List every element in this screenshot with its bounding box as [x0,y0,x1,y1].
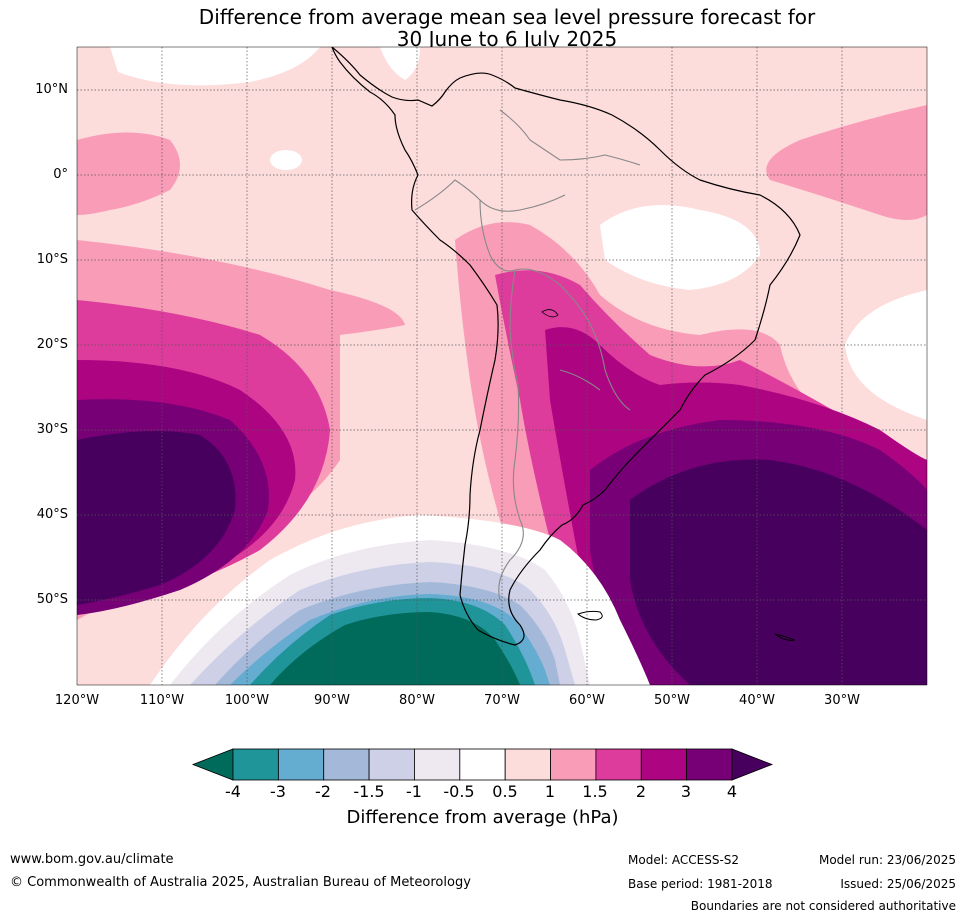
lat-label: 20°S [36,337,68,352]
colorbar-cell [595,748,642,781]
lon-label: 40°W [739,693,775,708]
lon-label: 90°W [314,693,350,708]
lon-label: 110°W [139,693,185,708]
footer-model-run: Model run: 23/06/2025 [818,853,956,867]
colorbar-cell [640,748,688,781]
anomaly-region-white-atlantic [845,290,927,420]
colorbar-label: Difference from average (hPa) [346,807,619,828]
lon-label: 60°W [569,693,605,708]
anomaly-region-above-4-west [77,431,236,605]
anomaly-region-white-caribbean [380,47,420,80]
colorbar-tick: 1 [544,782,556,801]
footer-base-period: Base period: 1981-2018 [628,877,773,891]
lat-label: 30°S [36,422,68,437]
colorbar-cell [323,748,370,781]
falkland-islands [577,610,603,621]
lat-label: 0° [53,167,68,182]
footer-copyright: © Commonwealth of Australia 2025, Austra… [10,875,471,890]
colorbar-tick: 3 [680,782,692,801]
colorbar-tick: -3 [270,782,286,801]
colorbar-cell [414,748,461,781]
colorbar-tick: 4 [726,782,738,801]
colorbar-cell [277,748,325,781]
anomaly-region-white-brazil [600,205,760,290]
colorbar-tick: -1.5 [353,782,385,801]
map-title-line-1: Difference from average mean sea level p… [198,5,816,29]
colorbar-cell [550,748,597,781]
south-america-coastline [331,47,801,646]
colorbar-cell [232,748,279,781]
lon-label: 50°W [654,693,690,708]
colorbar-cell [368,748,415,781]
anomaly-region-neg-4 [270,612,520,685]
lon-label: 80°W [399,693,435,708]
lon-label: 100°W [224,693,270,708]
colorbar-extend-low [191,748,234,781]
south-georgia [774,633,796,641]
anomaly-region-1-1.5-equatorial [77,132,180,215]
colorbar-cell [504,748,551,781]
colorbar-extend-high [731,748,774,781]
anomaly-region-white-north [110,47,320,86]
footer-disclaimer: Boundaries are not considered authoritat… [690,899,956,913]
anomaly-region-above-4-atlantic [630,459,927,685]
colorbar-tick: -4 [225,782,241,801]
lon-label: 120°W [54,693,100,708]
lat-label: 40°S [36,507,68,522]
colorbar-tick: 1.5 [582,782,608,801]
footer-url[interactable]: www.bom.gov.au/climate [10,852,174,867]
colorbar-cell [459,748,506,781]
anomaly-region-white-pacific [270,150,302,170]
lat-label: 10°S [36,252,68,267]
colorbar-tick: 0.5 [492,782,518,801]
map-title-line-2: 30 June to 6 July 2025 [396,27,618,51]
lake-titicaca [541,309,559,318]
footer-model: Model: ACCESS-S2 [628,853,740,867]
lon-label: 70°W [484,693,520,708]
colorbar-tick: -0.5 [443,782,475,801]
lat-label: 10°N [35,82,68,97]
map-frame [76,46,928,686]
colorbar-cells [191,748,774,781]
colorbar-tick: -1 [406,782,422,801]
colorbar-tick: -2 [315,782,331,801]
lon-label: 30°W [824,693,860,708]
country-borders [414,109,641,601]
footer-issued: Issued: 25/06/2025 [840,877,956,891]
lat-label: 50°S [36,592,68,607]
anomaly-field [77,47,927,685]
anomaly-region-1-1.5-atlantic [766,105,927,220]
graticule [77,47,927,685]
colorbar-tick: 2 [635,782,647,801]
colorbar-cell [686,748,733,781]
